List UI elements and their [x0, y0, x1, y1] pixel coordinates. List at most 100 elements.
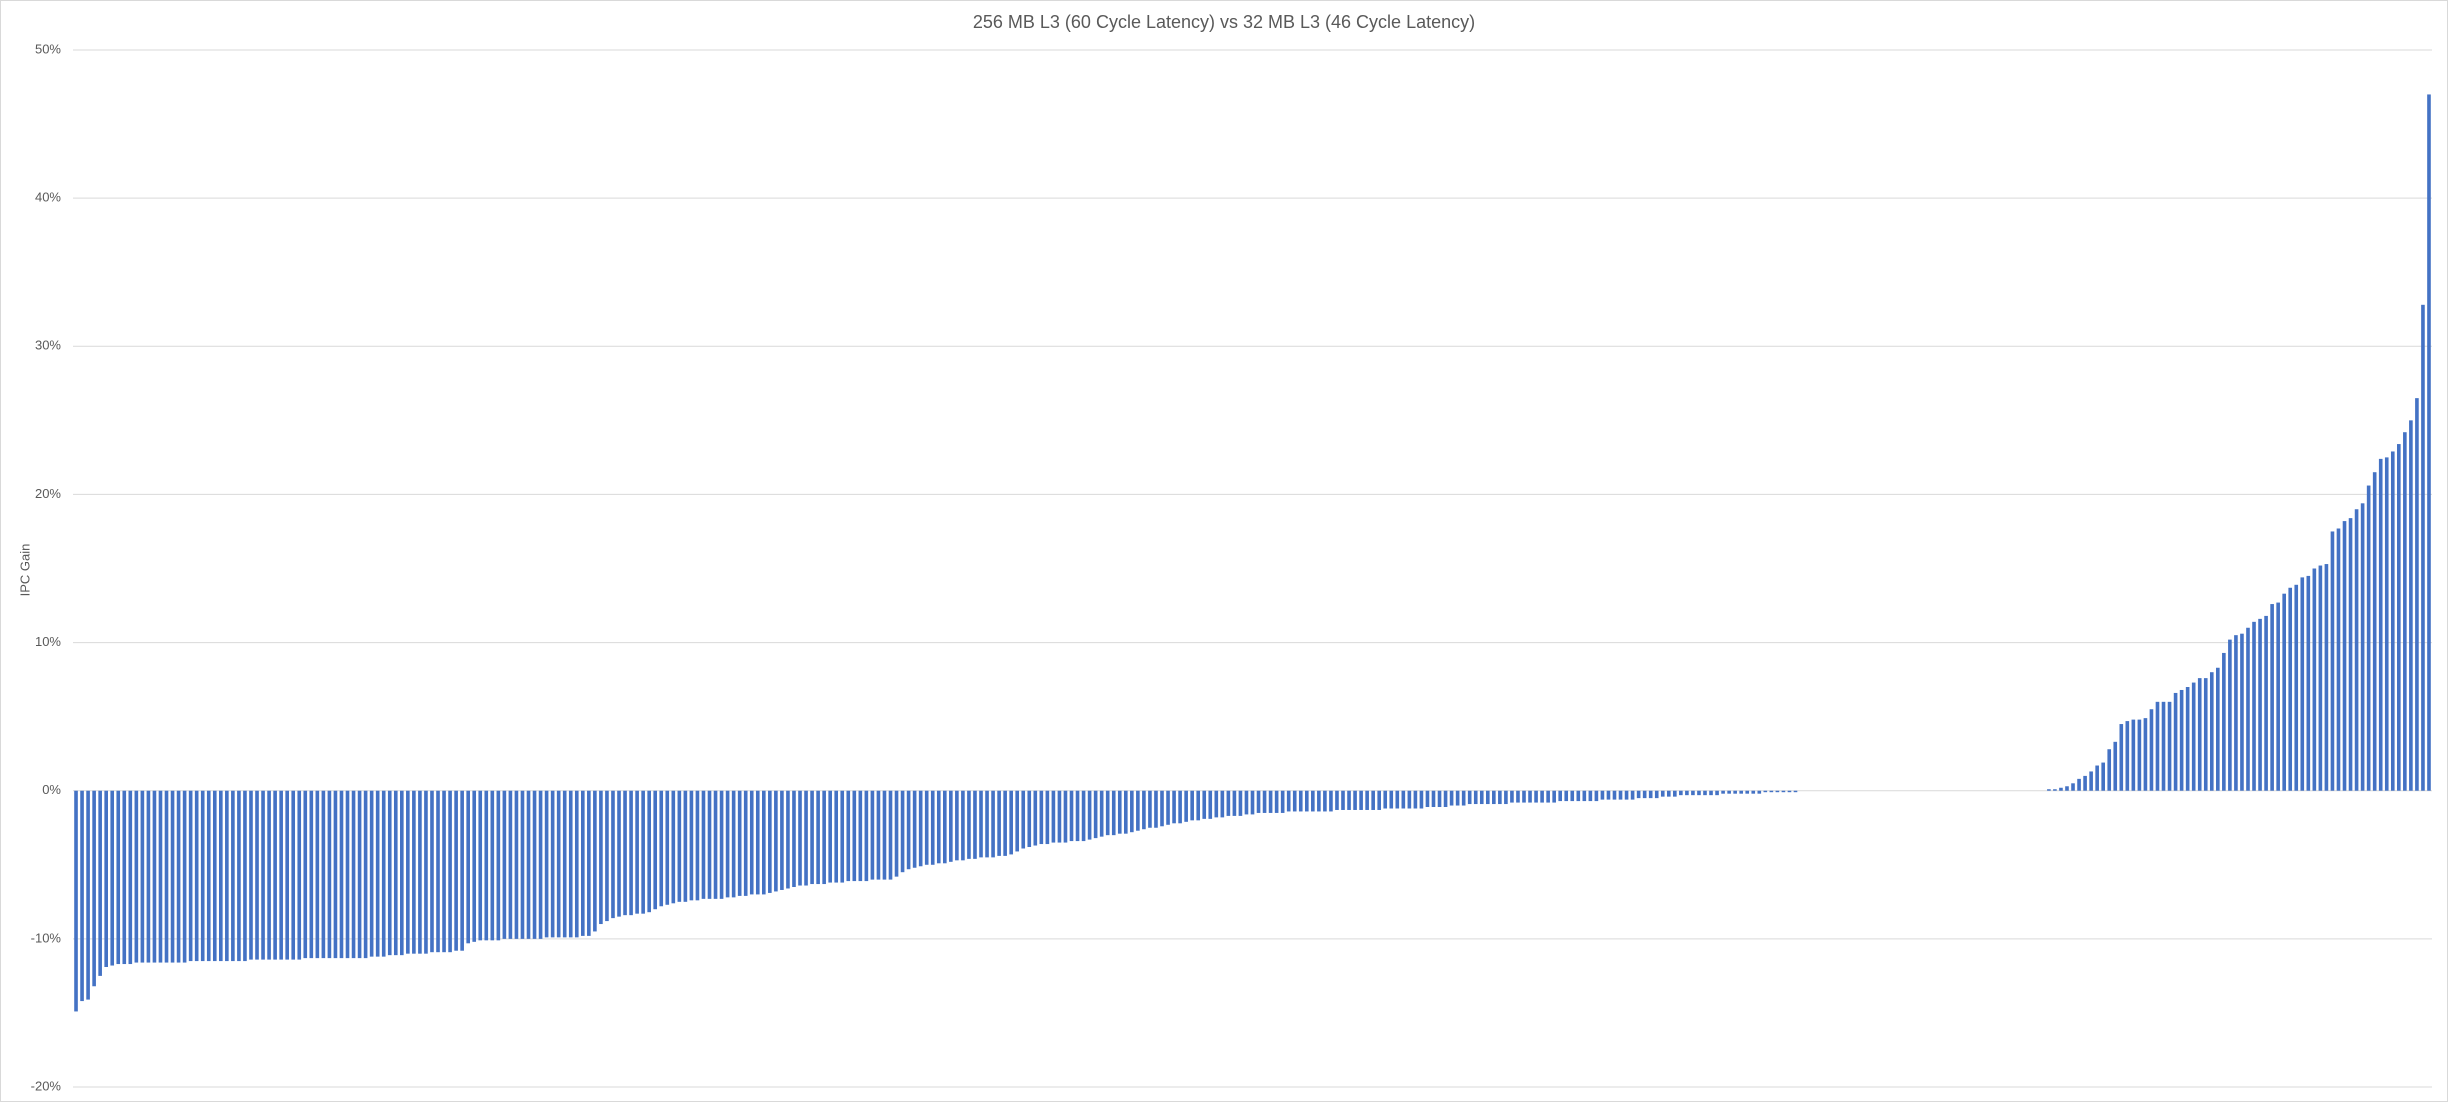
bar	[1244, 790, 1249, 815]
bar	[1039, 790, 1044, 845]
bar	[212, 790, 217, 962]
bar	[635, 790, 639, 914]
bar	[882, 790, 887, 880]
bar	[1027, 790, 1032, 848]
bar	[1485, 790, 1490, 805]
bar	[128, 790, 133, 965]
bar	[1540, 790, 1544, 803]
bar	[1660, 790, 1665, 797]
bar	[2185, 687, 2190, 791]
bar	[894, 790, 899, 877]
bar	[629, 790, 633, 916]
bar	[719, 790, 724, 899]
bar	[955, 790, 959, 861]
bar	[1329, 790, 1333, 812]
bar	[442, 790, 446, 953]
bar	[1311, 790, 1315, 812]
bar	[1063, 790, 1068, 843]
bar	[1685, 790, 1689, 796]
bar	[460, 790, 464, 951]
bar	[2421, 304, 2425, 791]
bar	[1498, 790, 1502, 805]
bar	[1642, 790, 1647, 799]
bar	[1606, 790, 1611, 800]
bar	[1021, 790, 1026, 849]
bar	[1630, 790, 1635, 800]
bar	[478, 790, 483, 941]
bar	[949, 790, 953, 862]
bar	[936, 790, 941, 864]
bar	[140, 790, 145, 963]
bar	[768, 790, 772, 893]
bar	[1570, 790, 1575, 802]
bar	[2264, 615, 2268, 791]
bar	[840, 790, 845, 883]
bar	[158, 790, 163, 963]
bar	[1739, 790, 1744, 794]
bar	[587, 790, 591, 936]
bar	[1419, 790, 1424, 809]
bar	[798, 790, 802, 886]
bar	[2270, 604, 2274, 791]
bar	[810, 790, 814, 885]
bar	[514, 790, 519, 939]
bar	[508, 790, 513, 939]
bar	[979, 790, 983, 858]
bar	[146, 790, 151, 963]
bar	[1033, 790, 1038, 846]
bar	[412, 790, 416, 954]
bar	[1202, 790, 1207, 819]
bar	[472, 790, 477, 942]
bar	[617, 790, 621, 917]
bar	[406, 790, 410, 954]
bar	[1522, 790, 1526, 803]
bar	[1130, 790, 1134, 833]
bar	[2282, 593, 2286, 791]
bar	[1504, 790, 1508, 805]
bar	[466, 790, 470, 944]
bar	[1510, 790, 1514, 803]
bar	[1190, 790, 1194, 821]
bar	[2403, 432, 2407, 791]
bar	[436, 790, 440, 953]
bar	[502, 790, 507, 939]
bar	[1582, 790, 1587, 802]
bar	[490, 790, 495, 941]
bar	[653, 790, 658, 910]
bar	[2234, 635, 2238, 791]
bar	[1238, 790, 1243, 816]
bar	[520, 790, 525, 939]
bar	[116, 790, 121, 965]
bar	[225, 790, 229, 962]
bar	[671, 790, 676, 904]
bar	[792, 790, 796, 888]
bar	[2300, 577, 2305, 791]
bar	[1709, 790, 1713, 796]
bar	[1105, 790, 1110, 836]
bar	[611, 790, 615, 919]
bar	[418, 790, 422, 954]
bar	[1558, 790, 1563, 802]
bar	[1564, 790, 1569, 802]
bar	[345, 790, 350, 959]
bar	[659, 790, 664, 907]
bar	[303, 790, 308, 959]
bar	[2149, 709, 2154, 791]
bar	[1552, 790, 1556, 803]
bar	[888, 790, 893, 880]
bar	[822, 790, 826, 885]
bar	[1075, 790, 1080, 842]
bar	[2228, 639, 2232, 791]
bar	[1697, 790, 1701, 796]
bar	[918, 790, 923, 867]
bar	[737, 790, 742, 896]
bar	[1679, 790, 1683, 796]
bar	[2409, 420, 2413, 791]
bar	[1751, 790, 1756, 794]
bar	[1763, 790, 1768, 793]
bar	[1262, 790, 1267, 813]
bar	[870, 790, 875, 880]
y-tick-label: 40%	[35, 190, 61, 205]
bar	[1256, 790, 1261, 813]
bar	[1383, 790, 1388, 809]
